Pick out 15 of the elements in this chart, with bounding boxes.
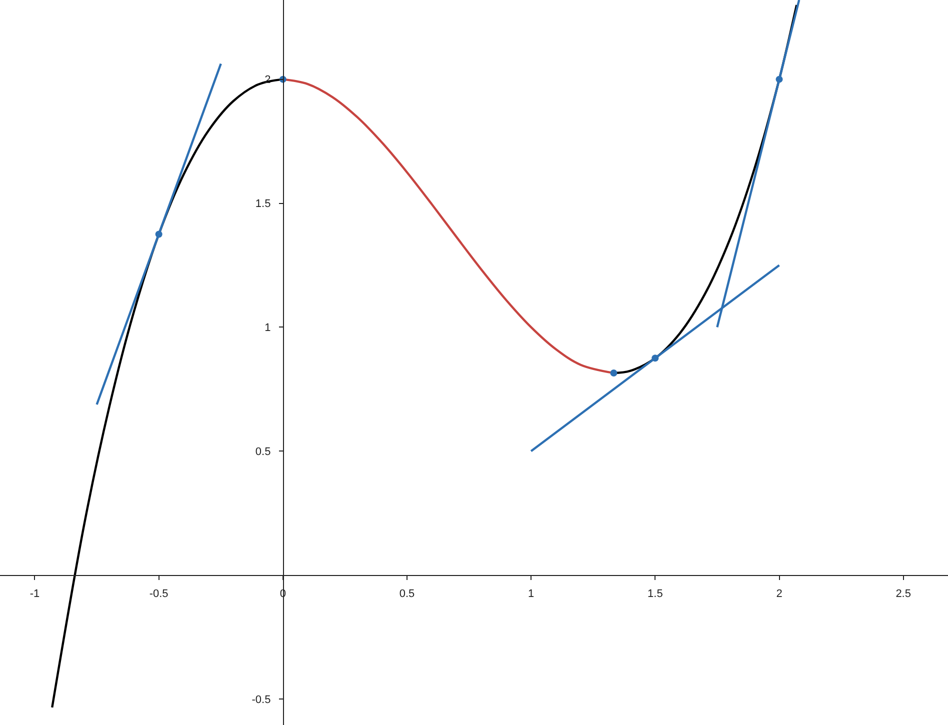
x-tick-label: -1: [30, 588, 40, 600]
y-tick-label: -0.5: [252, 694, 271, 706]
x-tick-label: 2.5: [896, 588, 911, 600]
x-tick-label: 2: [776, 588, 782, 600]
point: [155, 230, 162, 238]
x-tick-label: 1.5: [648, 588, 663, 600]
point: [776, 76, 783, 83]
x-tick-label: -0.5: [149, 588, 168, 600]
y-tick-label: 1.5: [255, 198, 271, 210]
y-tick-label: 0.5: [255, 446, 271, 458]
point: [652, 354, 659, 362]
x-tick-label: 1: [528, 588, 534, 600]
point: [610, 370, 618, 377]
y-tick-label: 1: [264, 322, 271, 334]
x-tick-label: 0.5: [399, 588, 415, 600]
